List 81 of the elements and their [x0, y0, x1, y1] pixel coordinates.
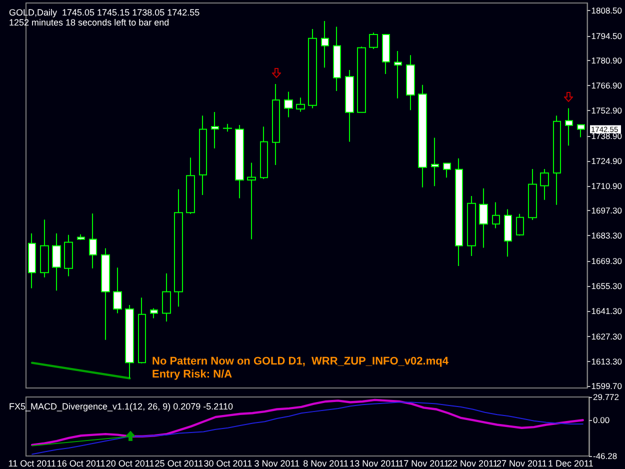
y-tick-label: 1627.30 [591, 331, 622, 342]
candlestick [443, 162, 451, 178]
y-tick-label: 1752.90 [591, 106, 622, 116]
y-tick-label: 29.772 [593, 392, 620, 402]
candlestick [77, 234, 85, 240]
candlestick [247, 162, 256, 240]
candlestick [321, 20, 329, 68]
x-tick-label: 22 Nov 2011 [448, 458, 498, 468]
candlestick [406, 54, 415, 111]
text: GOLD,Daily 1745.05 1745.15 1738.05 1742.55 [9, 8, 200, 18]
candlestick [101, 248, 110, 340]
annotation: Entry Risk: N/A [152, 368, 232, 380]
candlestick [186, 157, 195, 214]
candlestick [162, 272, 171, 322]
y-tick-label: 1683.30 [591, 230, 622, 241]
candlestick [199, 115, 207, 196]
candlestick [260, 126, 268, 180]
y-tick-label: 1808.50 [591, 6, 622, 16]
candlestick [113, 267, 122, 314]
x-tick-label: 27 Nov 2011 [496, 458, 547, 468]
candlestick [528, 168, 537, 221]
candlestick [369, 32, 378, 50]
candlestick [296, 97, 305, 112]
y-tick-label: 1599.70 [591, 380, 622, 391]
candlestick [345, 70, 354, 142]
y-tick-label: 1710.90 [591, 181, 622, 192]
x-tick-label: 3 Nov 2011 [254, 458, 300, 468]
x-tick-label: 11 Oct 2011 [8, 458, 56, 468]
y-tick-label: -46.28 [593, 451, 618, 461]
x-tick-label: 16 Oct 2011 [56, 458, 106, 468]
candlestick [150, 308, 158, 319]
x-tick-label: 13 Nov 2011 [350, 458, 400, 468]
candlestick [382, 34, 390, 74]
y-tick-label: 0.00 [593, 415, 610, 426]
x-tick-label: 17 Nov 2011 [398, 458, 449, 468]
y-tick-label: 1794.50 [591, 30, 622, 41]
candlestick [516, 213, 524, 236]
candlestick [418, 84, 427, 188]
text: 1252 minutes 18 seconds left to bar end [9, 18, 170, 28]
candlestick [52, 232, 61, 292]
x-tick-label: 1 Dec 2011 [548, 458, 594, 468]
candlestick [333, 26, 341, 92]
y-tick-label: 1780.90 [591, 55, 622, 66]
candlestick [467, 195, 476, 256]
x-tick-label: 8 Nov 2011 [303, 458, 349, 468]
candlestick [223, 123, 232, 132]
x-tick-label: 30 Oct 2011 [204, 458, 252, 468]
candlestick [125, 304, 134, 379]
y-tick-label: 1724.90 [591, 156, 622, 166]
candlestick [211, 112, 219, 149]
candlestick [553, 115, 561, 206]
candlestick [64, 234, 73, 277]
y-tick-label: 1641.30 [591, 306, 622, 316]
candlestick [565, 108, 573, 146]
x-tick-label: 20 Oct 2011 [106, 458, 154, 468]
annotation: No Pattern Now on GOLD D1, WRR_ZUP_INFO_v02.mq4 [152, 356, 450, 368]
y-tick-label: 1697.30 [591, 206, 622, 216]
candlestick [174, 188, 183, 308]
y-tick-label: 1766.90 [591, 80, 622, 90]
y-tick-label: 1655.30 [591, 280, 622, 291]
candlestick [431, 137, 439, 187]
candlestick [235, 124, 244, 199]
y-tick-label: 1669.30 [591, 256, 622, 266]
candlestick [577, 124, 585, 138]
x-tick-label: 25 Oct 2011 [154, 458, 204, 468]
candlestick [28, 232, 36, 289]
candlestick [492, 202, 500, 229]
candlestick [272, 84, 280, 166]
candlestick [540, 168, 549, 200]
candlestick [479, 188, 488, 248]
candlestick [504, 208, 512, 258]
candlestick [138, 297, 146, 364]
candlestick [394, 50, 402, 99]
y-tick-label: 1613.30 [591, 356, 622, 366]
candlestick [89, 213, 97, 269]
text: FX5_MACD_Divergence_v1.1(12, 26, 9) 0.2079 -5.2110 [9, 402, 233, 412]
candlestick [308, 28, 317, 109]
candlestick [284, 91, 293, 118]
candlestick [357, 46, 366, 114]
candlestick [40, 219, 49, 278]
candlestick [455, 158, 463, 267]
